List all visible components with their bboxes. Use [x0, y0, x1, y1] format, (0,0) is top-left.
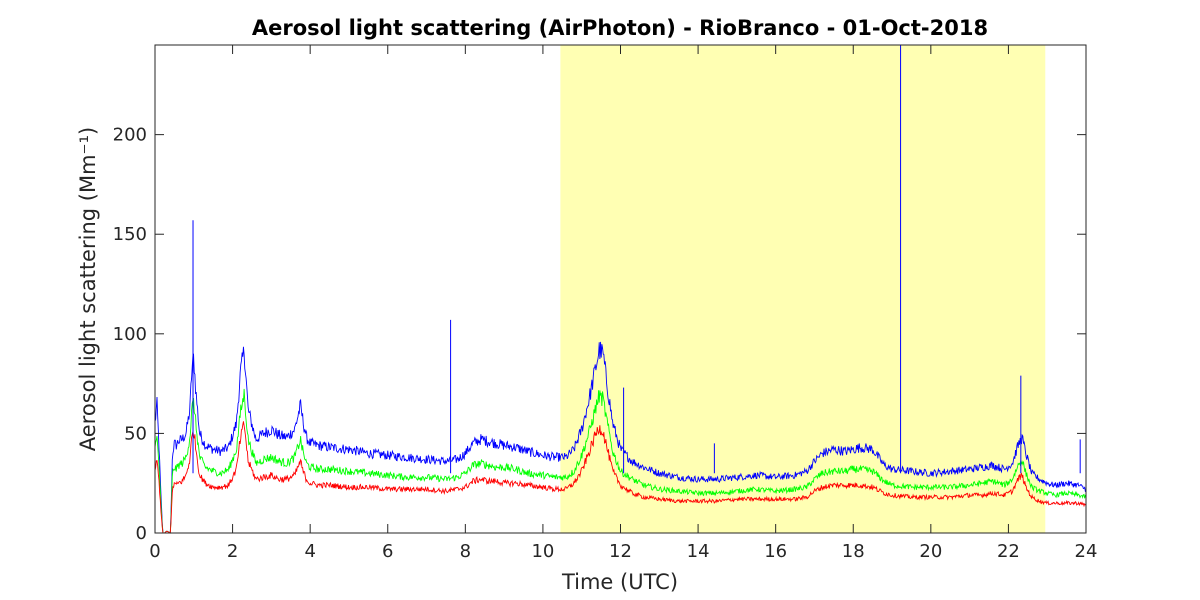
y-axis-ticks: 0 50 100 150 200	[113, 125, 1086, 544]
x-tick-label: 16	[764, 541, 787, 562]
y-tick-label: 150	[113, 224, 147, 245]
x-tick-label: 10	[531, 541, 554, 562]
y-tick-label: 200	[113, 125, 147, 146]
chart-title: Aerosol light scattering (AirPhoton) - R…	[252, 16, 988, 40]
x-tick-label: 8	[460, 541, 471, 562]
x-tick-label: 4	[304, 541, 315, 562]
spike-layer	[192, 45, 1081, 474]
y-tick-label: 0	[136, 523, 147, 544]
y-axis-label: Aerosol light scattering (Mm⁻¹)	[76, 127, 100, 451]
x-axis-label: Time (UTC)	[561, 570, 678, 594]
series-layer	[154, 341, 1087, 534]
shaded-region	[560, 45, 1046, 533]
x-tick-label: 14	[687, 541, 710, 562]
x-tick-label: 18	[842, 541, 865, 562]
x-tick-label: 0	[149, 541, 160, 562]
x-tick-label: 6	[382, 541, 393, 562]
series-line-2	[154, 388, 1087, 534]
series-line-1	[154, 341, 1087, 534]
x-tick-label: 24	[1075, 541, 1098, 562]
y-tick-label: 50	[124, 423, 147, 444]
x-tick-label: 22	[997, 541, 1020, 562]
series-line-3	[154, 421, 1087, 534]
x-axis-ticks: 0 2 4 6 8 10 12 14 16 18 20 22 24	[149, 45, 1097, 562]
x-tick-label: 20	[919, 541, 942, 562]
x-tick-label: 12	[609, 541, 632, 562]
y-tick-label: 100	[113, 324, 147, 345]
x-tick-label: 2	[227, 541, 238, 562]
